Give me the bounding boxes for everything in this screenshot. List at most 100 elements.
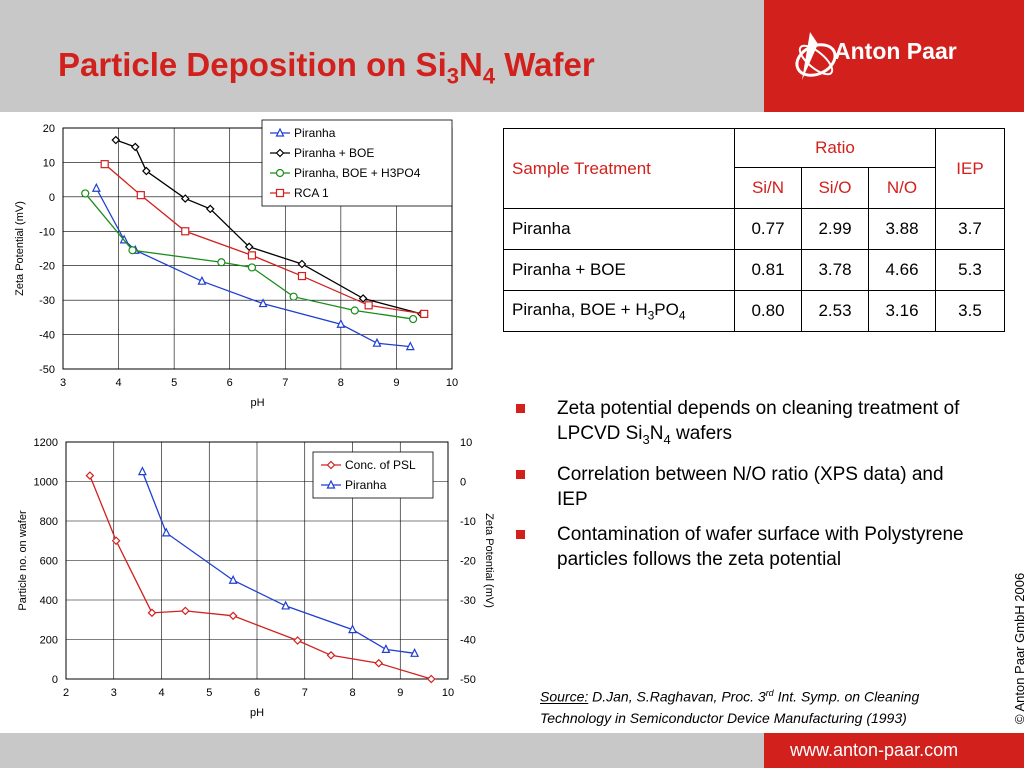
series-point-1 xyxy=(326,650,336,660)
header-si-o: Si/O xyxy=(801,167,869,209)
series-point-4 xyxy=(297,271,307,281)
header-iep: IEP xyxy=(935,128,1005,209)
series-point-2 xyxy=(180,194,190,203)
y-tick-label: 400 xyxy=(40,595,58,607)
series-point-1 xyxy=(228,611,238,621)
series-point-3 xyxy=(128,246,137,255)
x-tick-label: 4 xyxy=(116,377,122,389)
y-tick-label: -20 xyxy=(39,261,55,273)
series-point-3 xyxy=(289,292,298,301)
series-point-1 xyxy=(336,318,346,328)
y-axis-label: Particle no. on wafer xyxy=(17,510,29,611)
legend-marker xyxy=(326,479,336,489)
ratio-table: Sample Treatment Ratio IEP Si/N Si/O N/O… xyxy=(503,128,1005,332)
cell-n-o: 3.88 xyxy=(868,208,936,250)
series-point-4 xyxy=(364,301,373,310)
x-tick-label: 8 xyxy=(338,377,344,389)
x-tick-label: 5 xyxy=(206,687,212,699)
series-point-4 xyxy=(136,191,145,200)
legend-entry: Piranha + BOE xyxy=(294,146,374,160)
anton-paar-logo-icon xyxy=(795,32,837,80)
series-point-2 xyxy=(161,527,171,537)
series-point-2 xyxy=(137,466,147,476)
table-row: Piranha 0.77 2.99 3.88 3.7 xyxy=(503,208,1005,250)
series-point-3 xyxy=(350,306,359,315)
legend-entry: Piranha xyxy=(294,126,336,140)
y2-tick-label: 10 xyxy=(460,437,472,449)
x-tick-label: 9 xyxy=(397,687,403,699)
bullet-square-icon xyxy=(516,469,525,479)
legend-entry: RCA 1 xyxy=(294,186,329,200)
cell-n-o: 4.66 xyxy=(868,249,936,291)
x-tick-label: 3 xyxy=(111,687,117,699)
cell-si-o: 2.99 xyxy=(801,208,869,250)
legend-entry: Conc. of PSL xyxy=(345,458,416,472)
x-tick-label: 9 xyxy=(393,377,399,389)
series-point-1 xyxy=(181,606,190,616)
series-point-1 xyxy=(372,337,382,347)
y-tick-label: 1200 xyxy=(34,437,58,449)
page-title: Particle Deposition on Si3N4 Wafer xyxy=(58,46,595,89)
series-point-1 xyxy=(426,674,436,684)
cell-treatment: Piranha, BOE + H3PO4 xyxy=(503,290,735,332)
y2-axis-label: Zeta Potential (mV) xyxy=(483,513,495,608)
y-tick-label: 0 xyxy=(52,674,58,686)
x-tick-label: 7 xyxy=(282,377,288,389)
cell-si-n: 0.81 xyxy=(734,249,802,291)
legend-marker xyxy=(275,148,285,158)
bullet-square-icon xyxy=(516,404,525,413)
y2-tick-label: -30 xyxy=(460,595,476,607)
series-point-3 xyxy=(409,314,418,324)
x-tick-label: 2 xyxy=(63,687,69,699)
bullet-item: Zeta potential depends on cleaning treat… xyxy=(516,396,976,452)
series-point-1 xyxy=(293,636,302,645)
series-point-1 xyxy=(405,341,415,351)
legend-marker xyxy=(275,188,285,198)
header-n-o: N/O xyxy=(868,167,936,209)
footer-url-link[interactable]: www.anton-paar.com xyxy=(790,740,959,760)
copyright-notice: © Anton Paar GmbH 2006 xyxy=(1012,572,1024,724)
series-point-2 xyxy=(205,204,215,214)
series-point-3 xyxy=(247,263,257,272)
cell-si-n: 0.80 xyxy=(734,290,802,332)
legend-marker xyxy=(326,460,336,470)
legend-box xyxy=(312,451,434,499)
series-point-2 xyxy=(228,574,238,584)
series-point-2 xyxy=(297,259,307,269)
series-point-3 xyxy=(81,189,90,198)
header-ratio: Ratio xyxy=(734,128,936,168)
y-tick-label: 0 xyxy=(49,192,55,204)
cell-iep: 3.7 xyxy=(935,208,1005,250)
series-point-2 xyxy=(348,624,357,634)
series-point-3 xyxy=(217,258,226,267)
series-point-1 xyxy=(85,471,95,480)
bullet-item: Correlation between N/O ratio (XPS data)… xyxy=(516,462,976,512)
y-tick-label: -30 xyxy=(39,295,55,307)
y-tick-label: -10 xyxy=(39,226,55,238)
series-point-1 xyxy=(197,275,207,285)
series-point-2 xyxy=(358,294,368,303)
legend-entry: Piranha, BOE + H3PO4 xyxy=(294,166,421,180)
source-citation: Source: D.Jan, S.Raghavan, Proc. 3rd Int… xyxy=(540,688,920,726)
y-axis-label: Zeta Potential (mV) xyxy=(14,201,26,296)
footer-url-panel xyxy=(764,733,1024,768)
cell-treatment: Piranha xyxy=(503,208,735,250)
y2-tick-label: -10 xyxy=(460,516,476,528)
cell-si-o: 2.53 xyxy=(801,290,869,332)
cell-n-o: 3.16 xyxy=(868,290,936,332)
series-point-2 xyxy=(130,142,140,152)
bullet-square-icon xyxy=(516,529,525,539)
y-tick-label: 10 xyxy=(43,157,55,169)
series-point-1 xyxy=(147,608,157,618)
series-point-1 xyxy=(91,182,101,192)
series-point-2 xyxy=(410,647,420,657)
x-tick-label: 4 xyxy=(158,687,164,699)
x-axis-label: pH xyxy=(250,707,264,719)
series-point-2 xyxy=(381,644,391,653)
x-tick-label: 7 xyxy=(302,687,308,699)
y-tick-label: 800 xyxy=(40,516,58,528)
y-tick-label: 200 xyxy=(40,635,58,647)
series-point-4 xyxy=(100,160,109,169)
cell-iep: 3.5 xyxy=(935,290,1005,332)
table-row: Piranha, BOE + H3PO4 0.80 2.53 3.16 3.5 xyxy=(503,290,1005,332)
